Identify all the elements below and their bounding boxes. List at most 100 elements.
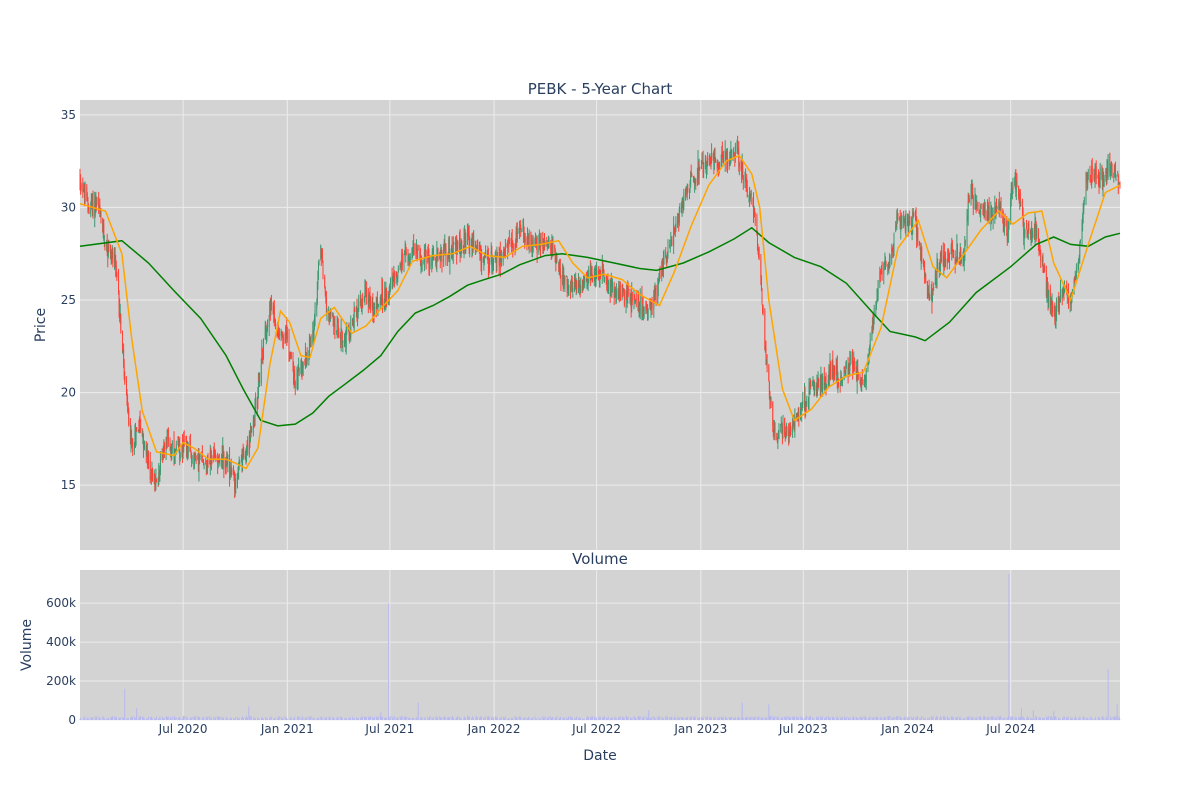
candle-body bbox=[1040, 252, 1042, 262]
candle-body bbox=[968, 199, 970, 202]
candle-body bbox=[892, 246, 894, 255]
volume-bar bbox=[387, 718, 389, 720]
candle-body bbox=[127, 402, 129, 407]
candle-body bbox=[666, 258, 668, 264]
candle-body bbox=[570, 283, 572, 288]
candle-body bbox=[567, 288, 569, 290]
candle-body bbox=[1107, 154, 1109, 174]
candle-body bbox=[544, 243, 546, 247]
candle-body bbox=[478, 245, 480, 253]
volume-bar bbox=[1004, 717, 1006, 720]
volume-bar bbox=[647, 717, 648, 720]
candle-body bbox=[699, 167, 701, 168]
volume-bar bbox=[945, 717, 946, 720]
candle-body bbox=[1010, 197, 1012, 223]
candle-body bbox=[1022, 217, 1024, 226]
candle-body bbox=[118, 275, 119, 291]
candle-body bbox=[448, 239, 450, 260]
candle-body bbox=[284, 338, 286, 341]
candle-body bbox=[142, 433, 144, 439]
candle-body bbox=[511, 238, 513, 245]
candle-body bbox=[132, 448, 134, 452]
candle-body bbox=[1003, 223, 1005, 232]
volume-bar bbox=[842, 717, 843, 720]
candle-body bbox=[254, 401, 256, 424]
candle-body bbox=[523, 232, 525, 237]
candle-body bbox=[737, 142, 739, 150]
candle-body bbox=[895, 226, 897, 231]
candle-body bbox=[956, 244, 958, 260]
candle-body bbox=[1105, 170, 1107, 178]
volume-bar bbox=[449, 717, 451, 720]
candle-body bbox=[1117, 175, 1119, 177]
volume-bar bbox=[538, 719, 540, 720]
volume-bar bbox=[314, 719, 315, 720]
volume-bar bbox=[757, 719, 759, 720]
candle-body bbox=[531, 242, 532, 247]
volume-bar bbox=[551, 718, 553, 720]
candle-body bbox=[1026, 229, 1028, 237]
candle-body bbox=[547, 243, 549, 246]
candle-body bbox=[717, 162, 719, 167]
volume-bar bbox=[365, 717, 366, 720]
volume-bar bbox=[1014, 718, 1016, 720]
volume-bar bbox=[324, 718, 326, 720]
volume-bar bbox=[665, 716, 667, 720]
candle-body bbox=[711, 152, 713, 164]
volume-bar bbox=[302, 717, 304, 720]
volume-bar bbox=[991, 719, 993, 720]
volume-bar bbox=[780, 717, 782, 720]
candle-body bbox=[546, 242, 548, 246]
volume-bar bbox=[435, 716, 437, 720]
candle-body bbox=[230, 465, 232, 474]
volume-bar bbox=[289, 718, 290, 720]
candle-body bbox=[119, 307, 121, 314]
volume-bar bbox=[892, 718, 894, 720]
volume-bar bbox=[665, 716, 667, 720]
volume-bar bbox=[566, 718, 568, 720]
candle-body bbox=[563, 278, 565, 289]
candle-body bbox=[207, 460, 208, 467]
candle-body bbox=[162, 457, 164, 459]
volume-bar bbox=[992, 716, 993, 720]
candle-body bbox=[366, 289, 368, 297]
candle-body bbox=[502, 254, 504, 262]
candle-body bbox=[477, 244, 479, 247]
volume-bar bbox=[425, 719, 427, 720]
volume-bar bbox=[951, 716, 953, 720]
volume-bar bbox=[191, 716, 193, 720]
volume-bar bbox=[597, 719, 599, 720]
volume-bar bbox=[562, 719, 564, 720]
candle-body bbox=[1079, 239, 1081, 243]
volume-bar bbox=[122, 717, 123, 720]
candle-body bbox=[218, 460, 220, 462]
volume-bar-spike bbox=[388, 603, 390, 720]
volume-bar bbox=[912, 718, 914, 720]
volume-bar bbox=[750, 717, 752, 720]
volume-bar bbox=[340, 716, 342, 720]
volume-bar bbox=[856, 718, 858, 720]
volume-bar bbox=[891, 717, 893, 720]
candle-body bbox=[937, 263, 939, 270]
volume-bar bbox=[1062, 717, 1064, 720]
candle-body bbox=[773, 428, 775, 434]
volume-bar bbox=[532, 718, 534, 720]
candle-body bbox=[256, 398, 258, 409]
candle-body bbox=[600, 270, 602, 276]
candle-body bbox=[916, 228, 918, 240]
volume-bar bbox=[526, 717, 528, 720]
candle-body bbox=[630, 296, 632, 304]
volume-bar bbox=[349, 718, 351, 720]
volume-bar bbox=[953, 717, 954, 720]
candle-body bbox=[115, 263, 117, 266]
candle-body bbox=[606, 276, 608, 289]
volume-bar bbox=[822, 715, 824, 720]
candle-body bbox=[741, 162, 743, 176]
candle-body bbox=[431, 251, 433, 266]
volume-bar bbox=[1058, 717, 1060, 720]
candle-body bbox=[782, 418, 784, 434]
candle-body bbox=[665, 258, 667, 261]
volume-bar bbox=[382, 716, 383, 720]
candle-body bbox=[159, 457, 161, 472]
date-x-tick-label: Jul 2021 bbox=[364, 722, 414, 736]
